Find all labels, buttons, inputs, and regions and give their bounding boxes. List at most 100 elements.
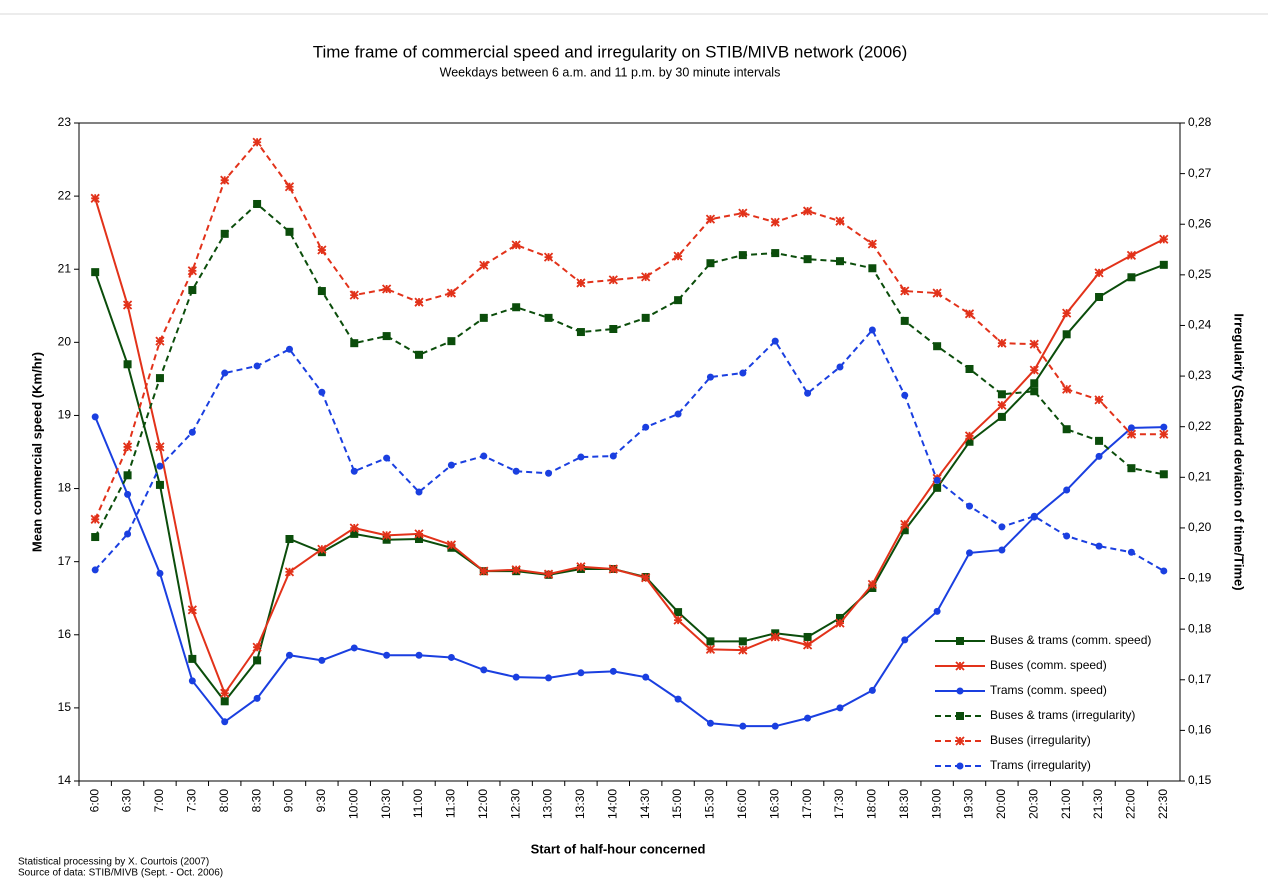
marker-circle (350, 644, 358, 652)
marker-circle (836, 363, 844, 371)
marker-circle (350, 467, 358, 475)
marker-star (349, 523, 359, 533)
marker-circle (1160, 423, 1168, 431)
marker-star (543, 569, 554, 579)
x-tick-label: 20:00 (994, 789, 1008, 819)
y2-tick-label: 0,16 (1188, 723, 1212, 737)
marker-circle (415, 651, 423, 659)
marker-star (220, 175, 230, 185)
x-tick-label: 22:00 (1124, 789, 1138, 819)
marker-circle (156, 569, 164, 577)
marker-square (933, 342, 942, 351)
marker-star (187, 266, 197, 276)
x-tick-label: 8:00 (217, 789, 231, 813)
x-tick-label: 19:00 (929, 789, 943, 819)
y-tick-label: 23 (58, 115, 72, 129)
y2-tick-label: 0,19 (1188, 571, 1212, 585)
marker-circle (285, 345, 293, 353)
marker-square (835, 257, 844, 266)
marker-square (641, 313, 650, 322)
x-tick-label: 21:00 (1059, 789, 1073, 819)
x-tick-label: 14:30 (638, 789, 652, 819)
marker-circle (901, 636, 909, 644)
marker-circle (1127, 548, 1135, 556)
marker-circle (933, 607, 941, 615)
legend-label: Buses & trams (comm. speed) (990, 633, 1151, 647)
y-tick-label: 16 (58, 627, 72, 641)
y2-tick-label: 0,15 (1188, 773, 1212, 787)
y-tick-label: 17 (58, 554, 72, 568)
marker-circle (933, 476, 941, 484)
marker-star (414, 297, 424, 307)
marker-square (997, 412, 1006, 421)
marker-circle (318, 388, 326, 396)
marker-square (123, 360, 132, 369)
marker-square (706, 259, 715, 268)
marker-circle (383, 651, 391, 659)
marker-square (803, 255, 812, 264)
x-tick-label: 15:30 (703, 789, 717, 819)
marker-star (349, 290, 359, 300)
y2-tick-label: 0,18 (1188, 621, 1212, 635)
marker-circle (545, 674, 553, 682)
marker-star (1126, 250, 1137, 260)
marker-star (802, 206, 813, 216)
marker-square (1030, 379, 1039, 388)
marker-star (446, 540, 457, 550)
marker-square (609, 325, 618, 334)
marker-star (705, 644, 716, 655)
marker-star (900, 286, 910, 296)
marker-star (446, 288, 457, 298)
marker-circle (739, 722, 747, 730)
x-tick-label: 18:00 (865, 789, 879, 819)
marker-star (543, 252, 554, 262)
x-tick-label: 15:00 (670, 789, 684, 819)
marker-square (188, 654, 197, 663)
marker-circle (383, 454, 391, 462)
legend-label: Buses (irregularity) (990, 733, 1091, 747)
series-line (94, 140, 1164, 520)
marker-star (770, 632, 780, 642)
x-tick-label: 12:30 (508, 789, 522, 819)
marker-star (511, 240, 521, 250)
marker-star (770, 217, 780, 227)
marker-circle (966, 502, 974, 510)
marker-square (835, 613, 844, 622)
x-tick-label: 11:30 (444, 789, 458, 818)
marker-circle (998, 546, 1006, 554)
marker-square (220, 229, 229, 238)
marker-square (155, 480, 164, 489)
marker-circle (868, 686, 876, 694)
marker-circle (674, 410, 682, 418)
marker-star (1159, 234, 1169, 244)
marker-star (220, 688, 230, 698)
marker-star (608, 275, 618, 285)
marker-circle (836, 704, 844, 712)
marker-square (738, 251, 747, 260)
x-tick-label: 7:00 (152, 789, 166, 813)
marker-circle (1127, 424, 1135, 432)
marker-star (900, 519, 910, 530)
x-tick-label: 8:30 (249, 789, 263, 813)
y2-tick-label: 0,28 (1188, 115, 1212, 129)
y-axis-title: Mean commercial speed (Km/hr) (29, 352, 44, 552)
marker-star (835, 216, 845, 226)
marker-square (1159, 260, 1168, 269)
x-tick-label: 20:30 (1026, 789, 1040, 819)
marker-square (253, 656, 262, 665)
x-tick-label: 6:00 (87, 789, 101, 813)
marker-star (479, 566, 489, 576)
marker-square (479, 313, 488, 322)
marker-star (955, 661, 965, 671)
marker-circle (642, 423, 650, 431)
marker-star (155, 442, 165, 452)
marker-star (252, 642, 262, 652)
marker-circle (447, 461, 455, 469)
legend-label: Trams (comm. speed) (990, 683, 1107, 697)
x-tick-label: 10:00 (346, 789, 360, 819)
y2-tick-label: 0,24 (1188, 318, 1212, 332)
marker-square (415, 535, 424, 544)
marker-square (933, 483, 942, 492)
marker-circle (318, 656, 326, 664)
